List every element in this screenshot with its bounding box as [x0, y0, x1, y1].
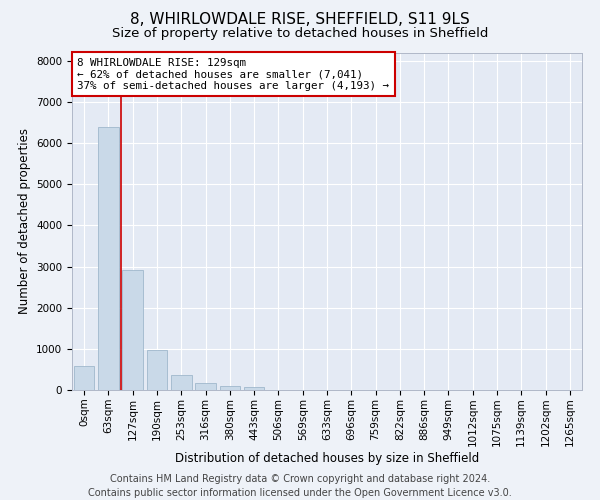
- Text: 8 WHIRLOWDALE RISE: 129sqm
← 62% of detached houses are smaller (7,041)
37% of s: 8 WHIRLOWDALE RISE: 129sqm ← 62% of deta…: [77, 58, 389, 91]
- Bar: [74, 366, 94, 390]
- Bar: [195, 384, 216, 390]
- Text: Size of property relative to detached houses in Sheffield: Size of property relative to detached ho…: [112, 28, 488, 40]
- Text: Contains HM Land Registry data © Crown copyright and database right 2024.
Contai: Contains HM Land Registry data © Crown c…: [88, 474, 512, 498]
- Bar: [171, 375, 191, 390]
- Bar: [146, 350, 167, 390]
- Bar: [122, 270, 143, 390]
- Bar: [220, 386, 240, 390]
- X-axis label: Distribution of detached houses by size in Sheffield: Distribution of detached houses by size …: [175, 452, 479, 465]
- Bar: [244, 388, 265, 390]
- Bar: [98, 126, 119, 390]
- Y-axis label: Number of detached properties: Number of detached properties: [17, 128, 31, 314]
- Text: 8, WHIRLOWDALE RISE, SHEFFIELD, S11 9LS: 8, WHIRLOWDALE RISE, SHEFFIELD, S11 9LS: [130, 12, 470, 28]
